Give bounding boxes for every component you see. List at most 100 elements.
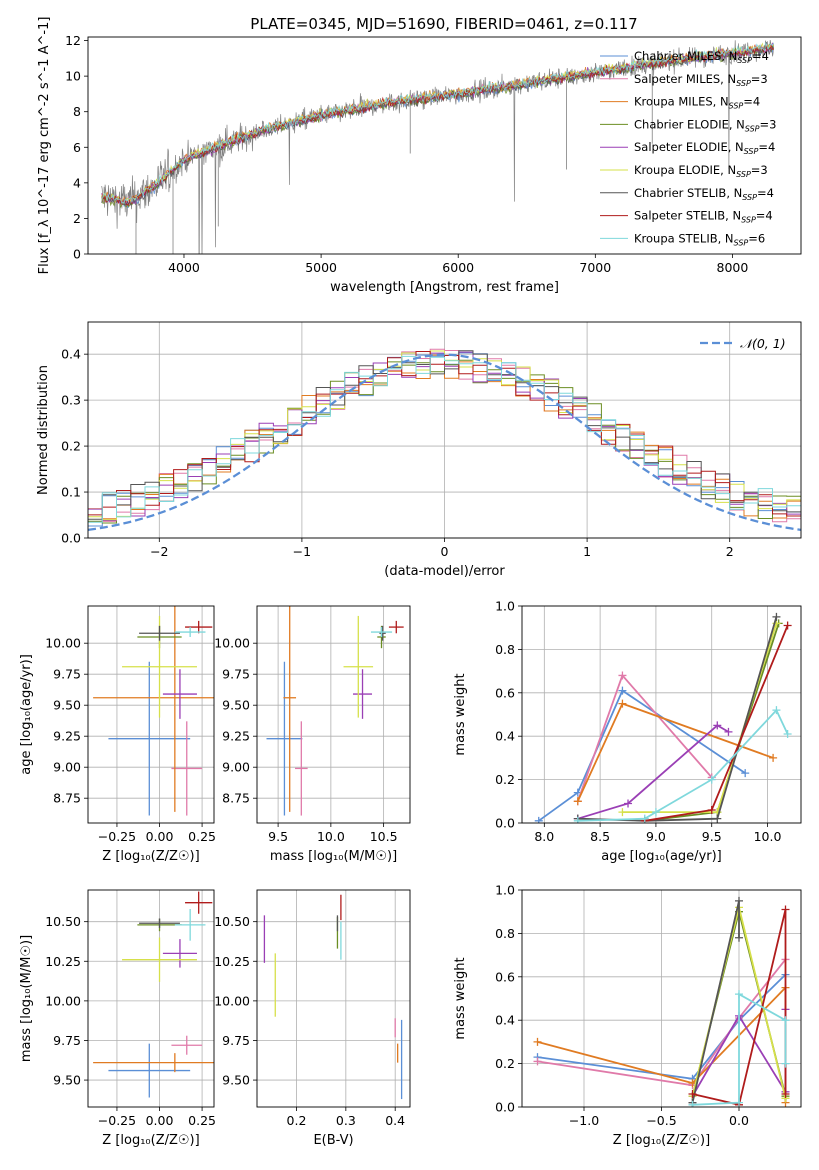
- axes-frame: [87, 36, 802, 255]
- y-tick-label: 0.0: [495, 816, 515, 831]
- y-tick-label: 1.0: [495, 883, 515, 898]
- residual-histogram: [88, 359, 801, 524]
- y-tick-label: 9.75: [222, 1033, 250, 1048]
- y-tick-label: 4: [73, 175, 81, 190]
- weight-marker: [783, 730, 792, 739]
- weight-marker: [688, 1100, 697, 1107]
- axes-frame: [521, 889, 802, 1108]
- weight-marker: [573, 797, 582, 806]
- x-tick-label: 2: [726, 544, 734, 559]
- legend-subscript: SSP: [736, 79, 751, 88]
- y-tick-label: 9.00: [222, 760, 250, 775]
- y-tick-label: 10.25: [45, 954, 81, 969]
- x-tick-label: −0.25: [98, 1113, 136, 1128]
- y-axis-label: Flux [f_λ 10^-17 erg cm^-2 s^-1 A^-1]: [37, 17, 52, 275]
- weight-marker: [781, 1059, 790, 1068]
- x-tick-label: −0.25: [98, 829, 136, 844]
- y-tick-label: 9.25: [53, 729, 81, 744]
- y-tick-label: 0.2: [495, 772, 515, 787]
- y-tick-label: 9.75: [222, 667, 250, 682]
- legend-subscript: SSP: [734, 238, 749, 247]
- y-tick-label: 0.0: [495, 1100, 515, 1115]
- legend-subscript: SSP: [737, 56, 752, 65]
- weight-marker: [781, 1089, 790, 1098]
- y-tick-label: 10.00: [214, 993, 250, 1008]
- x-tick-label: 0.00: [146, 829, 174, 844]
- weight-marker: [769, 753, 778, 762]
- legend-text: =6: [748, 231, 765, 245]
- x-tick-label: 9.5: [702, 829, 722, 844]
- panel-age-vs-Z: −0.25 0.00 0.25 8.75 9.00 9.25 9.50 9.75 10.00 Z …: [19, 605, 216, 864]
- y-tick-label: 9.25: [222, 729, 250, 744]
- weight-marker: [735, 990, 743, 999]
- legend-text: Chabrier ELODIE, N: [634, 117, 745, 131]
- legend-label: Kroupa ELODIE, NSSP=3: [634, 163, 768, 179]
- panel-spectrum: 4000 5000 6000 7000 8000 0 2 4 6 8 10 12 wavelength …: [37, 17, 802, 295]
- legend-text: =4: [743, 95, 760, 109]
- weight-marker: [772, 612, 781, 621]
- x-tick-label: 0.4: [385, 1113, 405, 1128]
- x-tick-label: 0.2: [287, 1113, 307, 1128]
- legend-text: Kroupa STELIB, N: [634, 231, 734, 245]
- weight-marker: [713, 814, 722, 823]
- x-tick-label: −0.5: [646, 1113, 676, 1128]
- y-tick-label: 0.6: [495, 685, 515, 700]
- y-tick-label: 0.8: [495, 926, 515, 941]
- x-axis-label: age [log₁₀(age/yr)]: [601, 849, 722, 864]
- legend-text: Chabrier STELIB, N: [634, 186, 742, 200]
- y-tick-label: 0.6: [495, 969, 515, 984]
- y-tick-label: 1.0: [495, 599, 515, 614]
- x-tick-label: 10.0: [754, 829, 782, 844]
- axes-frame: [521, 605, 802, 824]
- y-axis-label: mass weight: [453, 673, 468, 755]
- x-tick-label: 9.0: [646, 829, 666, 844]
- weight-marker: [781, 1016, 790, 1025]
- weight-marker: [781, 905, 790, 914]
- legend-label: Kroupa STELIB, NSSP=6: [634, 231, 765, 247]
- weight-series: [577, 708, 789, 822]
- panel-age-vs-mass: 9.5 10.0 10.5 8.75 9.00 9.25 9.50 9.75 10.00 mass…: [214, 605, 411, 864]
- y-tick-label: 9.00: [53, 760, 81, 775]
- x-tick-label: 8000: [717, 260, 749, 275]
- y-tick-label: 0.3: [61, 393, 81, 408]
- y-tick-label: 10.00: [45, 636, 81, 651]
- weight-marker: [688, 1089, 697, 1098]
- residual-histogram: [88, 355, 801, 523]
- panel-weight-vs-Z: −1.0 −0.5 0.0 0.0 0.2 0.4 0.6 0.8 1.0 Z [log₁₀(Z/…: [453, 883, 802, 1148]
- y-tick-label: 0.4: [495, 729, 515, 744]
- legend-label: Salpeter ELODIE, NSSP=4: [634, 140, 775, 156]
- y-tick-label: 10.50: [45, 914, 81, 929]
- axes-frame: [87, 321, 802, 539]
- weight-series: [537, 958, 787, 1087]
- plot-area: [263, 894, 403, 1100]
- x-tick-label: 0.0: [729, 1113, 749, 1128]
- legend-text: =3: [751, 72, 768, 86]
- legend-text: =4: [758, 140, 775, 154]
- weight-marker: [618, 671, 627, 680]
- legend-text: =3: [751, 163, 768, 177]
- axes-frame: [87, 605, 215, 824]
- legend-subscript: SSP: [736, 170, 751, 179]
- legend-label: 𝒩(0, 1): [740, 336, 786, 351]
- weight-series: [622, 623, 778, 813]
- legend-text: =4: [757, 186, 774, 200]
- y-axis-label: mass [log₁₀(M/M☉)]: [19, 935, 34, 1062]
- y-tick-label: 9.50: [53, 698, 81, 713]
- x-tick-label: −1.0: [569, 1113, 599, 1128]
- weight-marker: [783, 621, 792, 630]
- y-tick-label: 10.25: [214, 954, 250, 969]
- legend-subscript: SSP: [741, 216, 756, 225]
- x-tick-label: 8.5: [590, 829, 610, 844]
- legend-subscript: SSP: [744, 147, 759, 156]
- figure-title: PLATE=0345, MJD=51690, FIBERID=0461, z=0…: [250, 15, 637, 33]
- legend-subscript: SSP: [729, 102, 744, 111]
- panels: 4000 5000 6000 7000 8000024681012wavelength …: [19, 17, 802, 1148]
- x-tick-label: 10.5: [370, 829, 398, 844]
- x-tick-label: −2: [150, 544, 168, 559]
- plot-area: [266, 606, 404, 816]
- x-axis-label: Z [log₁₀(Z/Z☉)]: [613, 1133, 710, 1148]
- x-axis-label: wavelength [Angstrom, rest frame]: [330, 280, 559, 295]
- weight-marker: [772, 706, 781, 715]
